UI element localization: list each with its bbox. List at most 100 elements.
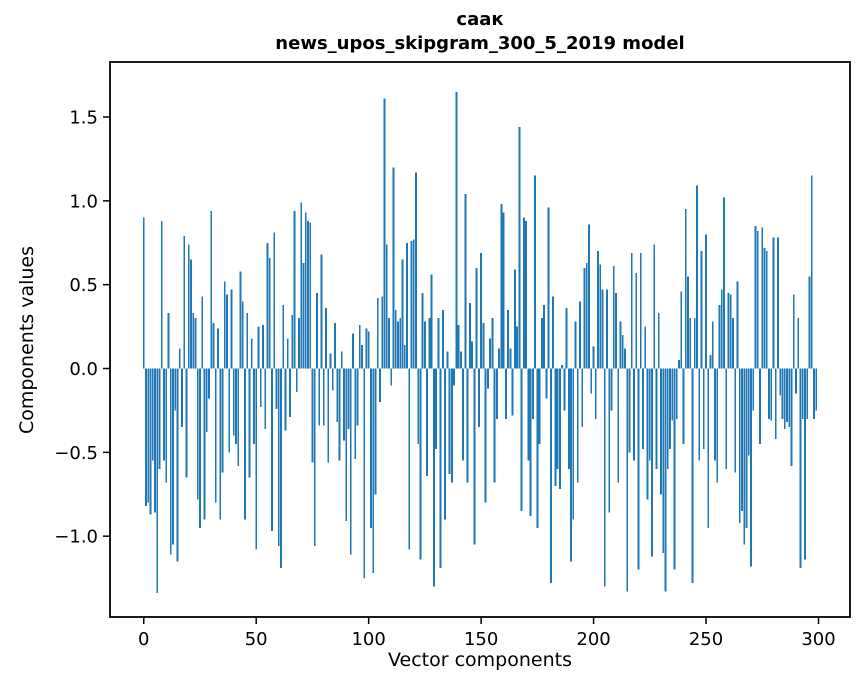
- bar: [187, 244, 190, 369]
- bar: [486, 368, 489, 389]
- bar: [799, 368, 802, 569]
- bar: [266, 242, 269, 369]
- bar: [655, 368, 658, 470]
- bar: [289, 368, 291, 418]
- bar: [169, 368, 172, 555]
- bar: [781, 368, 784, 419]
- bar: [410, 241, 413, 369]
- bar: [172, 368, 174, 545]
- bar: [619, 321, 622, 369]
- bar: [651, 368, 653, 557]
- bar: [316, 293, 318, 369]
- bar: [338, 368, 341, 461]
- bar: [300, 202, 303, 369]
- bar: [228, 368, 231, 453]
- bar: [646, 368, 649, 500]
- bar: [608, 368, 611, 513]
- bar: [221, 368, 224, 473]
- bar: [264, 368, 267, 429]
- bar: [397, 321, 399, 369]
- bar: [262, 324, 264, 369]
- bar: [702, 368, 705, 449]
- bar: [630, 252, 633, 369]
- bar: [455, 91, 458, 369]
- bar: [662, 368, 665, 553]
- bar: [203, 368, 206, 520]
- bar: [457, 324, 460, 369]
- bar: [558, 368, 561, 490]
- bar: [349, 368, 352, 555]
- bar: [673, 368, 676, 570]
- bar: [664, 368, 667, 592]
- bar: [163, 368, 165, 461]
- bar: [549, 368, 552, 584]
- bar: [192, 313, 195, 369]
- bar: [525, 220, 528, 369]
- bar: [178, 348, 181, 369]
- bar: [390, 368, 393, 386]
- bar: [167, 313, 170, 369]
- bar: [358, 324, 361, 369]
- bar: [302, 262, 305, 369]
- bar: [196, 368, 199, 500]
- bar: [363, 368, 366, 579]
- y-tick-label: −1.0: [54, 527, 98, 548]
- bar: [513, 269, 516, 369]
- bar: [765, 251, 768, 369]
- x-tick-label: 250: [689, 629, 723, 650]
- bar: [293, 210, 296, 369]
- bar: [491, 318, 494, 369]
- bar: [723, 197, 725, 369]
- bar: [419, 368, 422, 560]
- bar: [142, 217, 145, 369]
- bar: [219, 368, 222, 520]
- bar: [466, 368, 469, 483]
- bar: [531, 368, 534, 419]
- bar: [628, 368, 631, 453]
- bar: [343, 368, 345, 441]
- bar: [743, 368, 746, 545]
- bar: [698, 368, 701, 461]
- bar: [212, 323, 215, 369]
- bar: [754, 225, 757, 369]
- y-tick-label: 0.5: [69, 275, 98, 296]
- bar: [534, 175, 537, 369]
- bar: [217, 328, 219, 369]
- bar: [626, 368, 629, 592]
- bar: [381, 296, 384, 369]
- bar: [579, 301, 581, 369]
- bar: [750, 368, 752, 567]
- bar: [693, 318, 696, 369]
- bar: [718, 304, 721, 369]
- bar: [732, 318, 734, 369]
- bar: [538, 368, 541, 444]
- bar: [284, 368, 287, 431]
- bar: [336, 368, 339, 423]
- x-tick-label: 0: [138, 629, 149, 650]
- bar: [304, 212, 307, 369]
- bar: [788, 368, 791, 428]
- bar: [570, 368, 572, 562]
- bar: [158, 368, 161, 470]
- bar: [145, 368, 147, 506]
- bar: [268, 257, 271, 369]
- bar: [194, 318, 197, 369]
- bar: [714, 368, 716, 461]
- bar: [403, 345, 406, 369]
- bar: [235, 368, 237, 444]
- bar: [347, 368, 350, 429]
- bar: [763, 247, 766, 369]
- bar: [815, 368, 818, 411]
- bar: [612, 266, 615, 369]
- bar: [214, 368, 217, 503]
- bar: [309, 222, 312, 369]
- bar: [599, 264, 602, 369]
- bar: [684, 209, 687, 369]
- bar: [720, 289, 723, 369]
- bar: [669, 368, 671, 449]
- bar: [185, 368, 188, 478]
- bar: [147, 368, 150, 503]
- bar: [468, 303, 471, 369]
- bar: [199, 368, 201, 528]
- bar: [412, 239, 415, 369]
